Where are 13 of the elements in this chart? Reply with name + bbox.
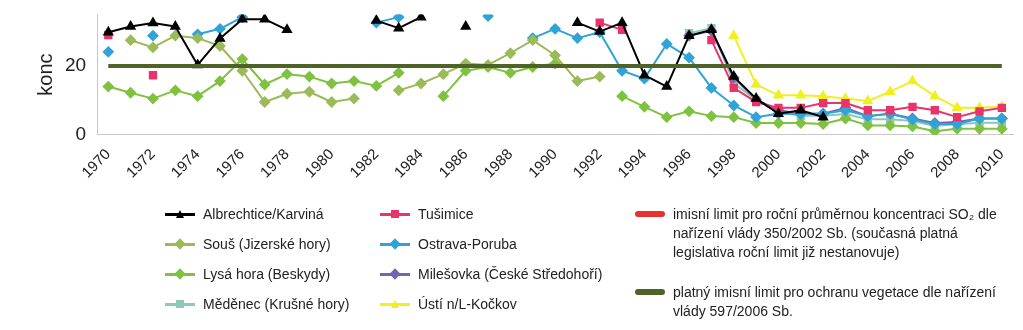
y-tick-label: 0 [75, 122, 87, 144]
legend-label: Ústí n/L-Kočkov [418, 295, 517, 314]
legend-label: Souš (Jizerské hory) [203, 235, 331, 254]
legend-label: Ostrava-Poruba [418, 235, 517, 254]
y-axis-title: konc [33, 53, 56, 96]
legend-label: Milešovka (České Středohoří) [418, 265, 603, 284]
legend-label: Lysá hora (Beskydy) [203, 265, 331, 284]
legend-label: Tušimice [418, 205, 474, 224]
legend-label: Albrechtice/Karviná [203, 205, 324, 224]
y-tick-label: 20 [64, 54, 87, 76]
legend-label: imisní limit pro roční průměrnou koncentraci SO₂ dle nařízení vlády 350/2002 Sb. (současná platná legislativa roční limit již nestanovuje) [673, 205, 998, 262]
legend-label: platný imisní limit pro ochranu vegetace dle nařízení vlády 597/2006 Sb. [673, 283, 997, 321]
legend-label: Měděnec (Krušné hory) [203, 295, 350, 314]
